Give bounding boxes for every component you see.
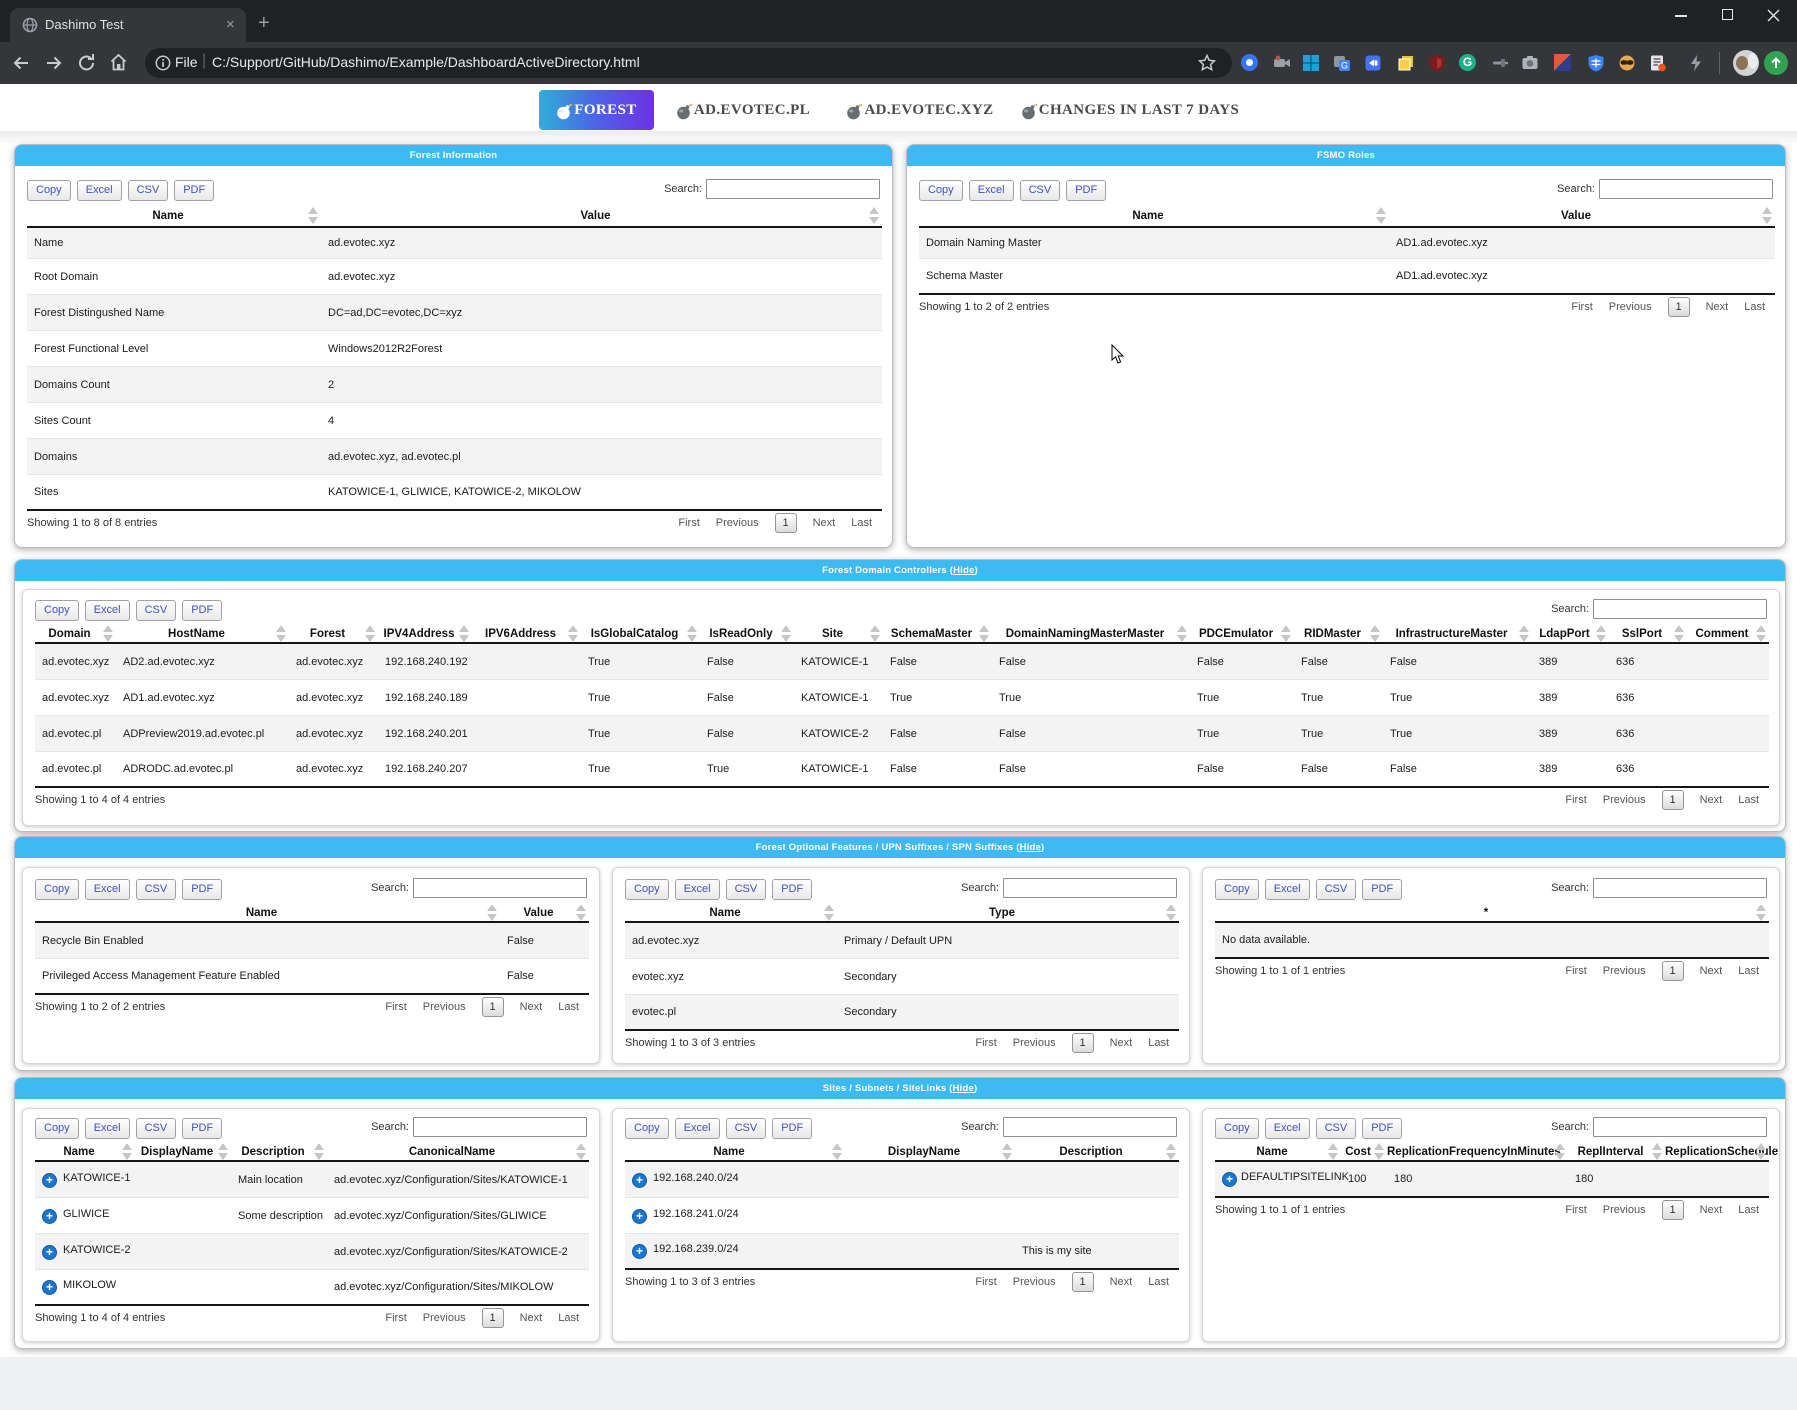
svg-text:G: G	[1341, 61, 1348, 71]
